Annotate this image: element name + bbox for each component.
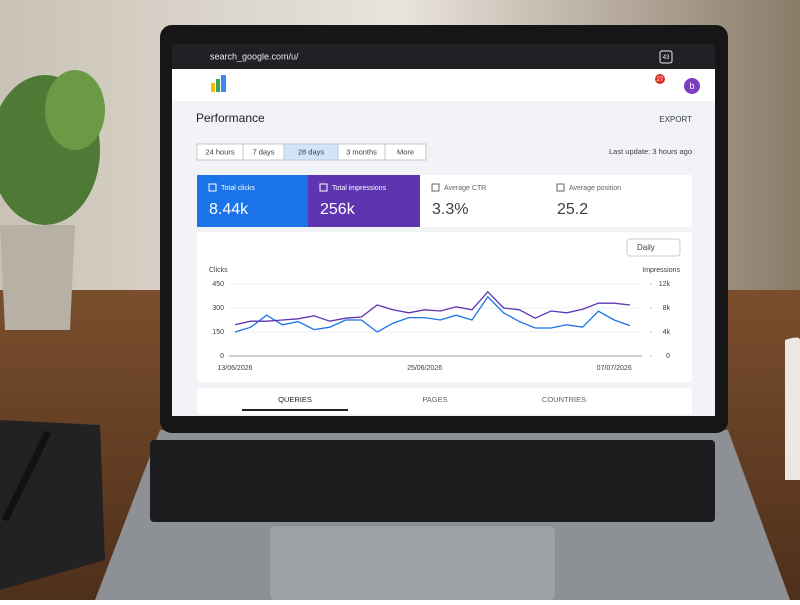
page-title: Performance (196, 111, 265, 125)
series-line (234, 295, 631, 333)
plant (0, 70, 105, 330)
range-button[interactable] (384, 143, 427, 161)
y-axis-title: Clicks (209, 267, 228, 274)
logo[interactable] (211, 75, 226, 92)
card-checkbox[interactable] (319, 183, 328, 192)
notebook (0, 420, 105, 590)
chart-panel (197, 232, 692, 382)
card-label[interactable]: Average position (569, 185, 621, 192)
range-label[interactable]: More (397, 147, 414, 156)
granularity[interactable]: Daily (637, 243, 655, 252)
card-label[interactable]: Total impressions (332, 185, 387, 192)
avatar[interactable] (684, 78, 700, 94)
y-tick-label: 150 (212, 329, 224, 336)
tab-count[interactable]: 43 (663, 55, 670, 61)
card-checkbox[interactable] (208, 183, 217, 192)
y2-tick-label: 0 (666, 353, 670, 360)
x-tick-label: 07/07/2026 (597, 365, 632, 372)
y-tick-label: 300 (212, 305, 224, 312)
card-label[interactable]: Average CTR (444, 185, 486, 192)
tab[interactable]: QUERIES (278, 395, 312, 404)
card-value[interactable]: 25.2 (557, 201, 588, 218)
granularity-select[interactable] (626, 238, 681, 257)
y2-tick-label: 8k (663, 305, 671, 312)
y-tick-label: 0 (220, 353, 224, 360)
x-tick-label: 13/06/2026 (217, 365, 252, 372)
app-bar (172, 69, 715, 101)
badge (655, 74, 665, 84)
x-tick-label: 25/06/2026 (407, 365, 442, 372)
y2-tick-label: 12k (659, 281, 671, 288)
y2-tick-label: 4k (663, 329, 671, 336)
metric-card[interactable] (545, 175, 692, 227)
range-label[interactable]: 28 days (298, 147, 325, 156)
metric-card[interactable] (420, 175, 545, 227)
avatar-letter[interactable]: b (689, 81, 694, 91)
tab[interactable]: COUNTRIES (542, 395, 586, 404)
card-value[interactable]: 3.3% (432, 201, 468, 218)
last-update: Last update: 3 hours ago (609, 147, 692, 156)
browser-bar (172, 44, 715, 69)
mug (785, 337, 800, 480)
export-button[interactable]: EXPORT (659, 115, 692, 124)
y-tick-label: 450 (212, 281, 224, 288)
series-line (234, 290, 631, 326)
trackpad (270, 526, 555, 600)
range-label[interactable]: 24 hours (205, 147, 234, 156)
card-checkbox[interactable] (431, 183, 440, 192)
range-label[interactable]: 3 months (346, 147, 377, 156)
keyboard (150, 440, 715, 522)
notification-count: 27 (657, 77, 664, 83)
card-checkbox[interactable] (556, 183, 565, 192)
card-value[interactable]: 8.44k (209, 201, 249, 218)
url[interactable]: search_google.com/u/ (210, 51, 299, 61)
y2-axis-title: Impressions (642, 267, 680, 274)
tab-counter[interactable] (659, 50, 673, 64)
card-label[interactable]: Total clicks (221, 185, 255, 192)
tab[interactable]: PAGES (422, 395, 447, 404)
card-value[interactable]: 256k (320, 201, 356, 218)
range-label[interactable]: 7 days (252, 147, 274, 156)
